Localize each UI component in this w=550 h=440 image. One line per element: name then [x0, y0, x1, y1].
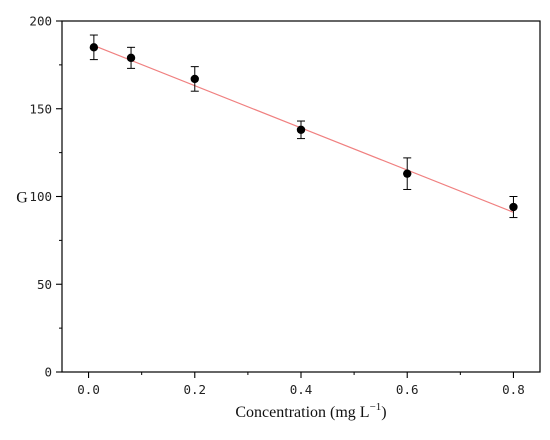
x-tick-label: 0.0	[77, 382, 100, 397]
y-tick-label: 150	[29, 101, 52, 116]
data-point	[126, 53, 136, 63]
data-points	[89, 34, 518, 219]
x-tick-label: 0.6	[396, 382, 419, 397]
axes	[61, 20, 541, 373]
y-tick-label: 200	[29, 14, 52, 29]
x-axis-title-close: )	[381, 404, 386, 421]
data-point	[89, 43, 99, 52]
plot-frame	[61, 20, 541, 373]
y-axis-title: G	[16, 190, 28, 207]
y-tick-label: 0	[44, 365, 52, 380]
data-point	[509, 202, 518, 212]
data-point	[296, 125, 306, 135]
x-tick-label: 0.4	[290, 382, 313, 397]
y-tick-label: 100	[29, 189, 52, 204]
ticks: 0.0 0.2 0.4 0.6 0.8 0 50 100 150 200	[29, 14, 524, 398]
x-axis-title-superscript: −1	[370, 401, 382, 413]
x-tick-label: 0.8	[502, 382, 525, 397]
data-point	[190, 74, 199, 84]
x-tick-label: 0.2	[183, 382, 206, 397]
y-tick-label: 50	[37, 277, 52, 292]
x-axis-title-main: Concentration (mg L	[235, 404, 369, 421]
data-point	[403, 169, 412, 178]
x-axis-title: Concentration (mg L−1)	[235, 401, 386, 421]
